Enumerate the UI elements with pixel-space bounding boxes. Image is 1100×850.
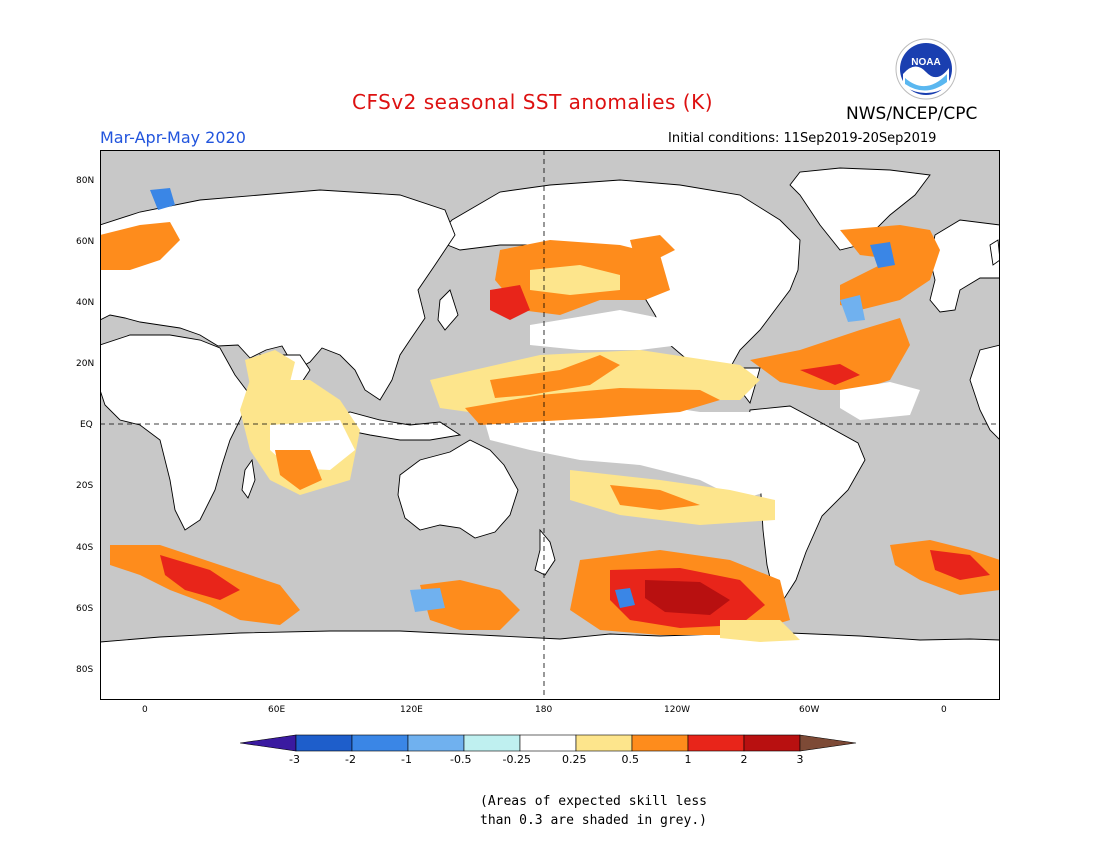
initial-conditions-label: Initial conditions: 11Sep2019-20Sep2019	[668, 131, 937, 146]
south-indian-red	[160, 555, 240, 600]
lon-label: 120E	[400, 705, 423, 715]
antarctica	[100, 630, 1000, 700]
pacific-north-yellow	[530, 265, 620, 295]
colorbar-arrow-high	[799, 734, 857, 752]
colorbar-tick-label: -3	[289, 753, 300, 766]
pacific-north-red	[490, 285, 530, 320]
uk	[989, 239, 1000, 266]
colorbar-tick-label: -0.5	[450, 753, 472, 766]
north-atlantic-blue	[870, 242, 895, 268]
south-australia-blue	[410, 588, 445, 612]
new-zealand	[534, 528, 556, 576]
west-europe-blue	[150, 188, 175, 210]
chart-title: CFSv2 seasonal SST anomalies (K)	[352, 90, 713, 114]
pacific-north-orange	[490, 355, 620, 398]
graticule	[100, 150, 1000, 700]
eurasia	[929, 219, 1000, 313]
colorbar	[240, 734, 857, 752]
lat-label: 60S	[76, 604, 94, 614]
south-australia-orange	[420, 580, 520, 630]
south-atlantic-red	[930, 550, 990, 580]
lat-label: 40S	[76, 543, 94, 553]
colorbar-tick-label: -2	[345, 753, 356, 766]
skill-note-line1: (Areas of expected skill less	[480, 794, 707, 809]
australia	[397, 439, 519, 539]
colorbar-tick-label: 0.5	[621, 753, 640, 766]
sst-anomaly-patches	[100, 188, 1000, 642]
lat-label: 80N	[76, 176, 95, 186]
colorbar-box	[575, 734, 633, 752]
lat-label: 40N	[76, 298, 95, 308]
west-europe-orange	[100, 222, 180, 270]
colorbar-tick-label: 2	[740, 753, 748, 766]
lon-label: 180	[535, 705, 553, 715]
colorbar-box	[743, 734, 801, 752]
colorbar-arrow-low	[240, 734, 297, 752]
organization-label: NWS/NCEP/CPC	[846, 104, 978, 124]
africa	[100, 334, 251, 531]
lon-label: 60E	[268, 705, 286, 715]
lon-label: 0	[941, 705, 947, 715]
lat-label: 20N	[76, 359, 95, 369]
atlantic-tropical-red	[800, 364, 860, 385]
pacific-equatorial-orange	[465, 388, 720, 425]
logo-text: NOAA	[911, 57, 940, 68]
atlantic-east-white	[840, 382, 920, 420]
colorbar-tick-label: 0.25	[562, 753, 587, 766]
atlantic-north-blue	[840, 295, 865, 322]
pacific-north-white	[530, 310, 680, 350]
southern-pacific-darkred	[645, 580, 730, 615]
africa-east	[969, 344, 1000, 441]
skill-note-line2: than 0.3 are shaded in grey.)	[480, 813, 707, 828]
skill-note: (Areas of expected skill less than 0.3 a…	[480, 792, 707, 830]
noaa-logo: NOAA	[895, 38, 957, 100]
colorbar-box	[687, 734, 745, 752]
season-label: Mar-Apr-May 2020	[100, 128, 246, 147]
lat-label: 80S	[76, 665, 94, 675]
colorbar-box	[295, 734, 353, 752]
arabian-sea-yellow	[245, 350, 295, 395]
pacific-equatorial-white	[480, 400, 772, 500]
east-pacific-white	[720, 450, 770, 485]
pacific-south-orange	[610, 485, 700, 510]
colorbar-tick-label: -0.25	[502, 753, 531, 766]
colorbar-box	[519, 734, 577, 752]
eurasia-west	[100, 189, 456, 401]
colorbar-box	[463, 734, 521, 752]
colorbar-tick-label: 1	[684, 753, 692, 766]
colorbar-box	[351, 734, 409, 752]
lon-label: 60W	[799, 705, 820, 715]
lat-label: EQ	[80, 420, 93, 430]
atlantic-tropical-orange	[750, 318, 910, 390]
land-masses	[100, 167, 1000, 700]
southern-pacific-yellow	[720, 620, 800, 642]
southern-pacific-blue	[615, 588, 635, 608]
colorbar-tick-label: -1	[401, 753, 412, 766]
lat-label: 20S	[76, 481, 94, 491]
colorbar-tick-label: 3	[796, 753, 804, 766]
lon-label: 0	[142, 705, 148, 715]
indonesia	[323, 411, 462, 441]
pacific-nw-orange	[630, 235, 675, 260]
atlantic-north-orange	[840, 245, 940, 310]
indian-ocean-orange	[275, 450, 322, 490]
sst-anomaly-map	[100, 150, 1000, 700]
japan	[437, 289, 459, 331]
colorbar-box	[631, 734, 689, 752]
lon-label: 120W	[664, 705, 691, 715]
colorbar-box	[407, 734, 465, 752]
madagascar	[241, 458, 256, 499]
lat-label: 60N	[76, 237, 95, 247]
